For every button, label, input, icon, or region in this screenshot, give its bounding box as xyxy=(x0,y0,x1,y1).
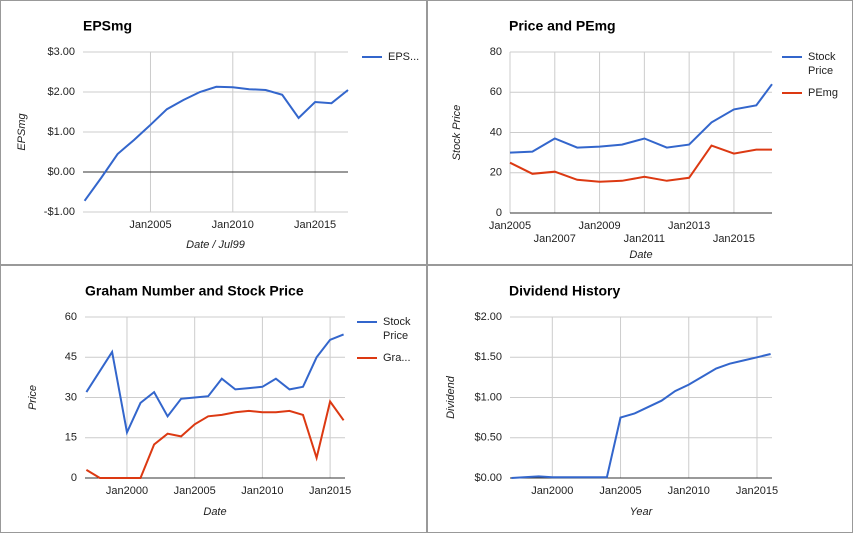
legend-label: PEmg xyxy=(808,87,838,99)
legend-label: Stock Price xyxy=(383,316,411,342)
x-tick-label: Jan2009 xyxy=(578,220,620,232)
x-tick-label: Jan2015 xyxy=(713,233,755,245)
panel xyxy=(427,265,853,533)
x-tick-label: Jan2013 xyxy=(668,220,710,232)
y-tick-label: 20 xyxy=(490,167,502,179)
y-tick-label: $1.00 xyxy=(474,391,502,403)
x-axis-label: Date xyxy=(629,249,652,261)
chart-title: Dividend History xyxy=(509,283,620,299)
x-axis-label: Date xyxy=(203,506,226,518)
x-axis-label: Date / Jul99 xyxy=(186,239,245,251)
y-tick-label: $2.00 xyxy=(474,311,502,323)
x-tick-label: Jan2010 xyxy=(241,485,283,497)
panel xyxy=(0,265,427,533)
panel xyxy=(0,0,427,265)
x-tick-label: Jan2011 xyxy=(624,233,665,245)
series-line xyxy=(85,399,345,479)
chart-title: Graham Number and Stock Price xyxy=(85,283,304,299)
y-axis-label: EPSmg xyxy=(16,112,28,150)
series-line xyxy=(509,83,773,154)
x-tick-label: Jan2010 xyxy=(668,485,710,497)
legend-label: Gra... xyxy=(383,352,411,364)
y-tick-label: 0 xyxy=(71,472,77,484)
y-tick-label: 0 xyxy=(496,207,502,219)
y-tick-label: $0.50 xyxy=(474,432,502,444)
x-tick-label: Jan2015 xyxy=(736,485,778,497)
chart-title: Price and PEmg xyxy=(509,18,616,34)
x-tick-label: Jan2010 xyxy=(212,219,254,231)
chart-title: EPSmg xyxy=(83,18,132,34)
legend-label: Stock Price xyxy=(808,51,836,77)
y-tick-label: 80 xyxy=(490,46,502,58)
x-tick-label: Jan2000 xyxy=(106,485,148,497)
y-tick-label: 60 xyxy=(490,86,502,98)
series-line xyxy=(83,85,349,202)
legend-label: EPS... xyxy=(388,51,420,63)
series-line xyxy=(511,353,771,479)
y-tick-label: $1.50 xyxy=(474,351,502,363)
y-tick-label: $3.00 xyxy=(47,46,75,58)
y-tick-label: $1.00 xyxy=(47,126,75,138)
y-tick-label: $2.00 xyxy=(47,86,75,98)
y-tick-label: -$1.00 xyxy=(44,206,75,218)
x-tick-label: Jan2005 xyxy=(489,220,531,232)
x-tick-label: Jan2015 xyxy=(309,485,351,497)
y-tick-label: 60 xyxy=(65,311,77,323)
y-tick-label: $0.00 xyxy=(474,472,502,484)
y-tick-label: 30 xyxy=(65,391,77,403)
y-axis-label: Stock Price xyxy=(451,105,463,161)
y-tick-label: 15 xyxy=(65,432,77,444)
series-line xyxy=(509,144,772,183)
x-axis-label: Year xyxy=(630,506,654,518)
y-axis-label: Price xyxy=(27,385,39,410)
x-tick-label: Jan2005 xyxy=(129,219,171,231)
panel xyxy=(427,0,853,265)
series-line xyxy=(85,333,344,436)
y-tick-label: $0.00 xyxy=(47,166,75,178)
x-tick-label: Jan2015 xyxy=(294,219,336,231)
x-tick-label: Jan2007 xyxy=(534,233,576,245)
x-tick-label: Jan2005 xyxy=(599,485,641,497)
y-axis-label: Dividend xyxy=(445,375,457,419)
x-tick-label: Jan2000 xyxy=(531,485,573,497)
x-tick-label: Jan2005 xyxy=(174,485,216,497)
y-tick-label: 45 xyxy=(65,351,77,363)
y-tick-label: 40 xyxy=(490,126,502,138)
